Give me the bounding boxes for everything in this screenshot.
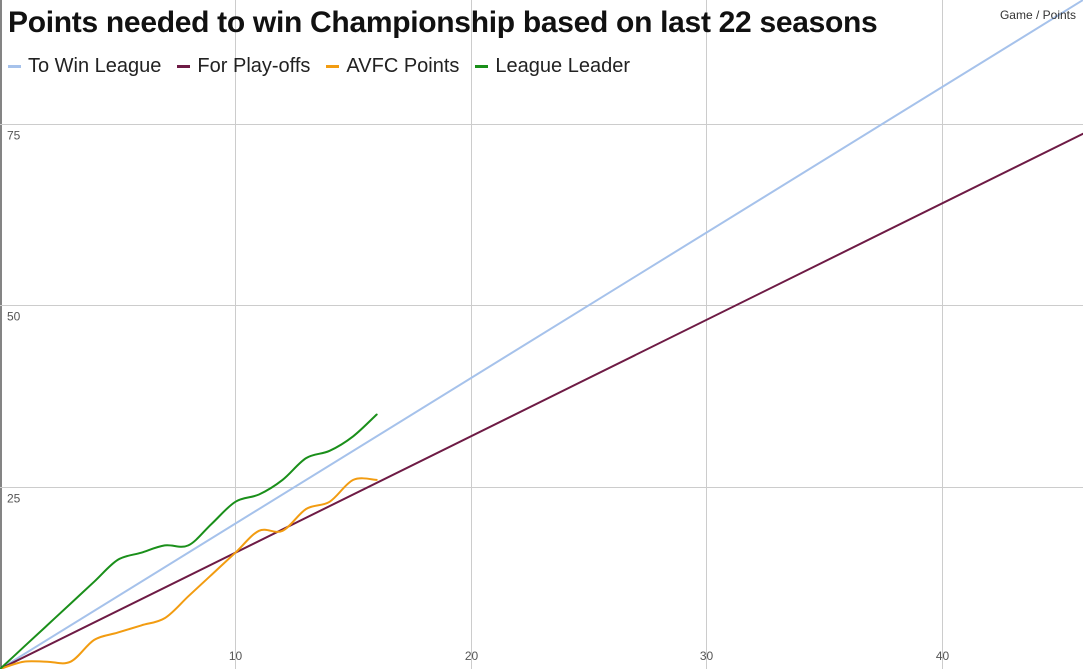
y-tick-label: 50 [7,310,21,324]
legend-label: League Leader [495,55,630,77]
x-tick-label: 40 [936,649,950,663]
y-tick-label: 25 [7,492,21,506]
legend-swatch [475,65,489,68]
legend-label: To Win League [28,55,162,77]
legend-label: For Play-offs [197,55,311,77]
legend-item-league-leader: League Leader [475,55,630,78]
axis-note: Game / Points [999,8,1076,22]
legend-label: AVFC Points [346,55,460,77]
chart-title: Points needed to win Championship based … [8,6,878,39]
legend-item-avfc-points: AVFC Points [326,55,459,78]
legend-item-for-play-offs: For Play-offs [177,55,310,78]
series-line-avfc-points [0,477,378,669]
x-tick-label: 30 [700,649,714,663]
series-line-for-play-offs [0,132,1083,669]
series-line-league-leader [0,413,378,669]
legend-swatch [326,65,340,68]
legend-swatch [177,65,191,68]
legend: To Win League For Play-offs AVFC Points Lea… [8,55,630,78]
x-tick-label: 20 [465,649,479,663]
legend-item-to-win-league: To Win League [8,55,161,78]
x-tick-label: 10 [229,649,243,663]
legend-swatch [8,65,21,68]
tick-labels: 10 20 30 40 25 50 75 [7,129,949,664]
y-tick-label: 75 [7,129,21,143]
